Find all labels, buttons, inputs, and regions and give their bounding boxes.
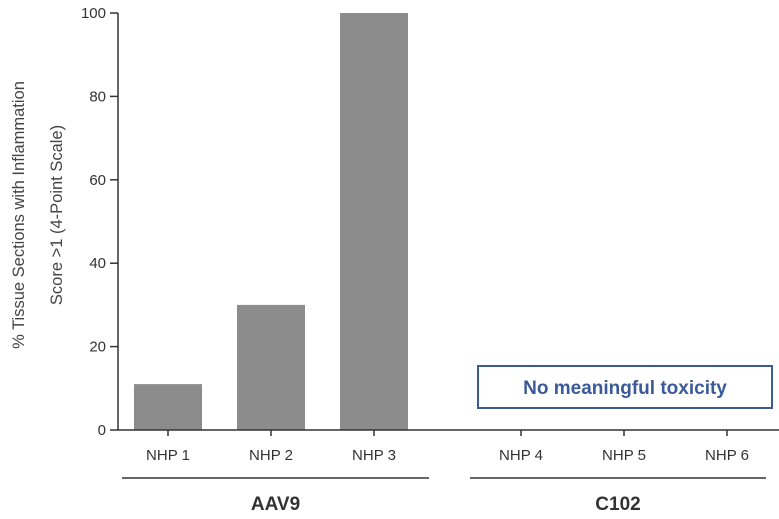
bar [340,13,408,430]
x-tick-label: NHP 5 [602,447,646,464]
y-tick-label: 0 [98,422,106,439]
bars [134,13,408,430]
group-labels: AAV9 C102 [122,477,766,515]
y-axis-label-line1: % Tissue Sections with Inflammation [10,81,28,349]
annotation-box: No meaningful toxicity [477,365,773,409]
y-tick-label: 20 [89,339,106,356]
x-tick-label: NHP 6 [705,447,749,464]
group-label: AAV9 [251,494,300,515]
x-axis: NHP 1 NHP 2 NHP 3 NHP 4 NHP 5 NHP 6 [118,429,779,464]
bar [237,304,305,430]
y-tick-label: 80 [89,88,106,105]
x-tick-label: NHP 3 [352,447,396,464]
bar [134,384,202,430]
x-tick-label: NHP 2 [249,447,293,464]
annotation-frame [477,365,773,409]
y-axis: 0 20 40 60 80 100 [81,5,119,439]
y-axis-label: % Tissue Sections with Inflammation Scor… [10,81,66,349]
x-tick-label: NHP 4 [499,447,543,464]
y-tick-label: 100 [81,5,106,22]
y-tick-label: 60 [89,172,106,189]
x-tick-label: NHP 1 [146,447,190,464]
annotation-text: No meaningful toxicity [523,378,727,399]
y-tick-label: 40 [89,255,106,272]
group-label: C102 [595,494,640,515]
y-axis-label-line2: Score >1 (4-Point Scale) [48,125,66,305]
